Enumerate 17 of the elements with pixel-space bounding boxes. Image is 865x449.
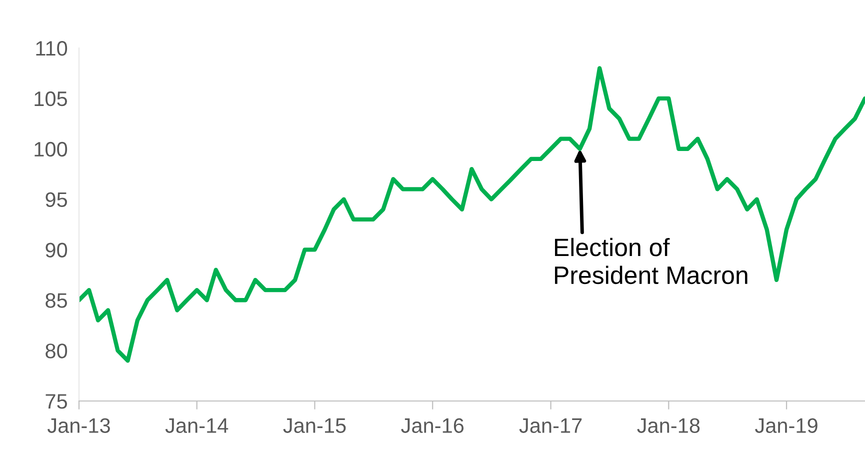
annotation: Election of President Macron — [555, 238, 748, 284]
y-tick-label: 80 — [46, 344, 68, 358]
y-tick-label: 75 — [46, 394, 68, 409]
y-tick-label: 105 — [34, 91, 68, 106]
y-tick-label: 95 — [46, 192, 68, 208]
x-tick-label: Jan-15 — [283, 418, 346, 433]
y-tick-label: 90 — [46, 242, 68, 258]
x-tick-label: Jan-19 — [755, 418, 818, 433]
y-tick-label: 100 — [34, 142, 68, 157]
x-tick-label: Jan-16 — [401, 418, 464, 433]
line-series — [79, 66, 865, 363]
x-tick-label: Jan-13 — [47, 418, 110, 433]
x-tick-label: Jan-17 — [519, 418, 582, 433]
y-tick-label: 85 — [46, 293, 68, 308]
y-tick-label: 110 — [36, 41, 68, 56]
x-tick-label: Jan-14 — [165, 418, 228, 433]
x-tick-label: Jan-18 — [637, 418, 700, 433]
